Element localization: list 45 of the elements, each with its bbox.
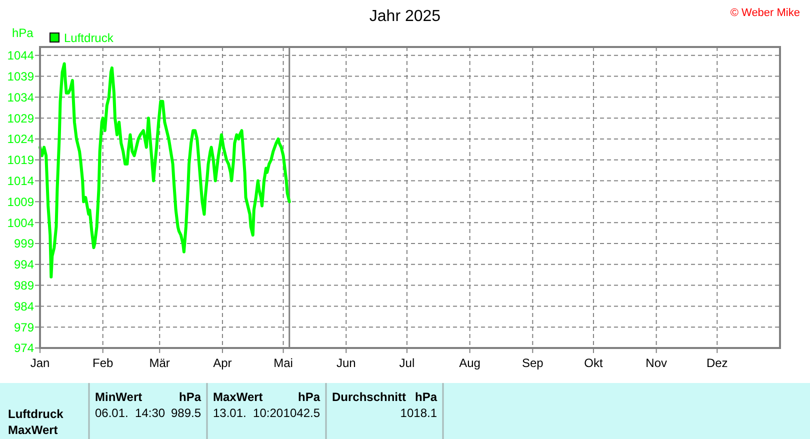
text: hPa	[178, 390, 202, 404]
y-tick-label: 1004	[7, 216, 34, 230]
y-tick-label: 1034	[7, 90, 34, 104]
text: Luftdruck	[8, 407, 64, 421]
line-series	[38, 62, 291, 278]
x-tick-label: Feb	[92, 356, 114, 370]
text: hPa	[298, 390, 320, 404]
text: MaxWert	[213, 390, 263, 404]
x-tick-label: Apr	[213, 356, 232, 370]
x-tick-label: Mai	[274, 356, 293, 370]
x-tick-label: Jun	[336, 356, 356, 370]
text: Durchschnitt	[332, 390, 406, 404]
y-tick-label: 1009	[7, 194, 34, 209]
y-tick-label: 979	[14, 320, 34, 334]
text: 06.01. 14:30	[95, 406, 166, 420]
y-tick-label: 994	[14, 258, 34, 272]
text: 1042.5	[283, 406, 320, 420]
y-tick-label: 1029	[7, 111, 34, 126]
y-tick-label: 1019	[7, 153, 34, 168]
text: 13.01. 10:20	[213, 406, 284, 420]
text: hPa	[414, 390, 438, 404]
text: 1018.1	[400, 406, 438, 420]
y-tick-label: 999	[14, 236, 34, 251]
x-tick-label: Okt	[584, 356, 604, 370]
y-axis-title: hPa	[12, 26, 34, 40]
text: MinWert	[95, 390, 142, 404]
x-tick-label: Aug	[459, 356, 480, 370]
x-tick-label: Mär	[149, 356, 170, 370]
y-tick-label: 1014	[7, 174, 34, 188]
chart-title: Jahr 2025	[369, 8, 441, 25]
text: © Weber Mike	[730, 7, 800, 19]
y-tick-label: 974	[14, 341, 34, 356]
x-tick-label: Nov	[646, 356, 667, 370]
y-tick-label: 1044	[7, 48, 34, 63]
y-tick-label: 1024	[7, 132, 34, 146]
legend-label: Luftdruck	[64, 31, 114, 45]
y-tick-label: 1039	[7, 69, 34, 84]
text: MaxWert	[8, 423, 58, 437]
text: 989.5	[170, 406, 202, 420]
x-tick-label: Jul	[399, 356, 415, 370]
x-tick-label: Sep	[522, 356, 544, 370]
x-tick-label: Dez	[706, 356, 728, 370]
y-tick-label: 989	[14, 278, 34, 292]
y-tick-label: 984	[14, 299, 34, 314]
x-tick-label: Jan	[30, 356, 50, 370]
